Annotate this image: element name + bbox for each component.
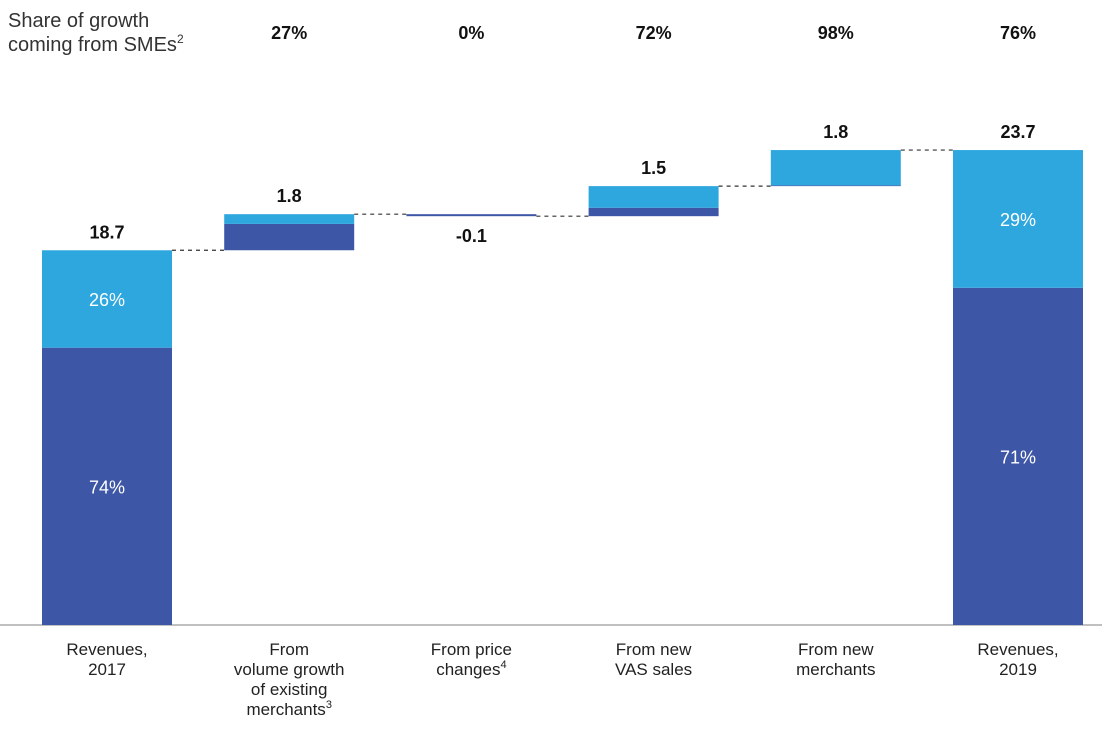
- bar-segment-sme-3: [588, 186, 719, 208]
- bar-segment-other-1: [224, 223, 355, 251]
- category-label-3: From new VAS sales: [615, 640, 692, 679]
- bar-value-label-5: 23.7: [1000, 122, 1035, 142]
- share-title-line1: Share of growth: [8, 10, 149, 32]
- bar-segment-sme-5: [953, 150, 1083, 288]
- bar-segment-other-2: [406, 214, 537, 217]
- bar-pct-label-sme-5: 29%: [1000, 210, 1036, 230]
- share-value-3: 72%: [636, 23, 672, 43]
- share-value-1: 27%: [271, 23, 307, 43]
- share-value-5: 76%: [1000, 23, 1036, 43]
- bar-value-label-4: 1.8: [823, 122, 848, 142]
- category-label-4: From new merchants: [796, 640, 875, 679]
- bar-segment-other-0: [42, 347, 172, 625]
- bar-segment-other-4: [770, 185, 901, 187]
- bar-segment-sme-0: [42, 250, 172, 348]
- bar-pct-label-other-0: 74%: [89, 477, 125, 497]
- bar-value-label-1: 1.8: [277, 186, 302, 206]
- bar-value-label-3: 1.5: [641, 158, 666, 178]
- bar-value-label-2: -0.1: [456, 226, 487, 246]
- share-value-2: 0%: [458, 23, 484, 43]
- category-label-2: From price changes4: [431, 640, 512, 679]
- bar-segment-other-3: [588, 207, 719, 217]
- bar-pct-label-sme-0: 26%: [89, 290, 125, 310]
- bar-segment-other-5: [953, 287, 1083, 625]
- share-title-line2: coming from SMEs2: [8, 32, 184, 56]
- bar-value-label-0: 18.7: [89, 222, 124, 242]
- bar-segment-sme-4: [770, 150, 901, 186]
- category-label-1: From volume growth of existing merchants3: [234, 640, 345, 719]
- category-label-0: Revenues, 2017: [66, 640, 147, 679]
- share-value-4: 98%: [818, 23, 854, 43]
- bar-pct-label-other-5: 71%: [1000, 447, 1036, 467]
- category-label-5: Revenues, 2019: [977, 640, 1058, 679]
- bar-segment-sme-1: [224, 214, 355, 224]
